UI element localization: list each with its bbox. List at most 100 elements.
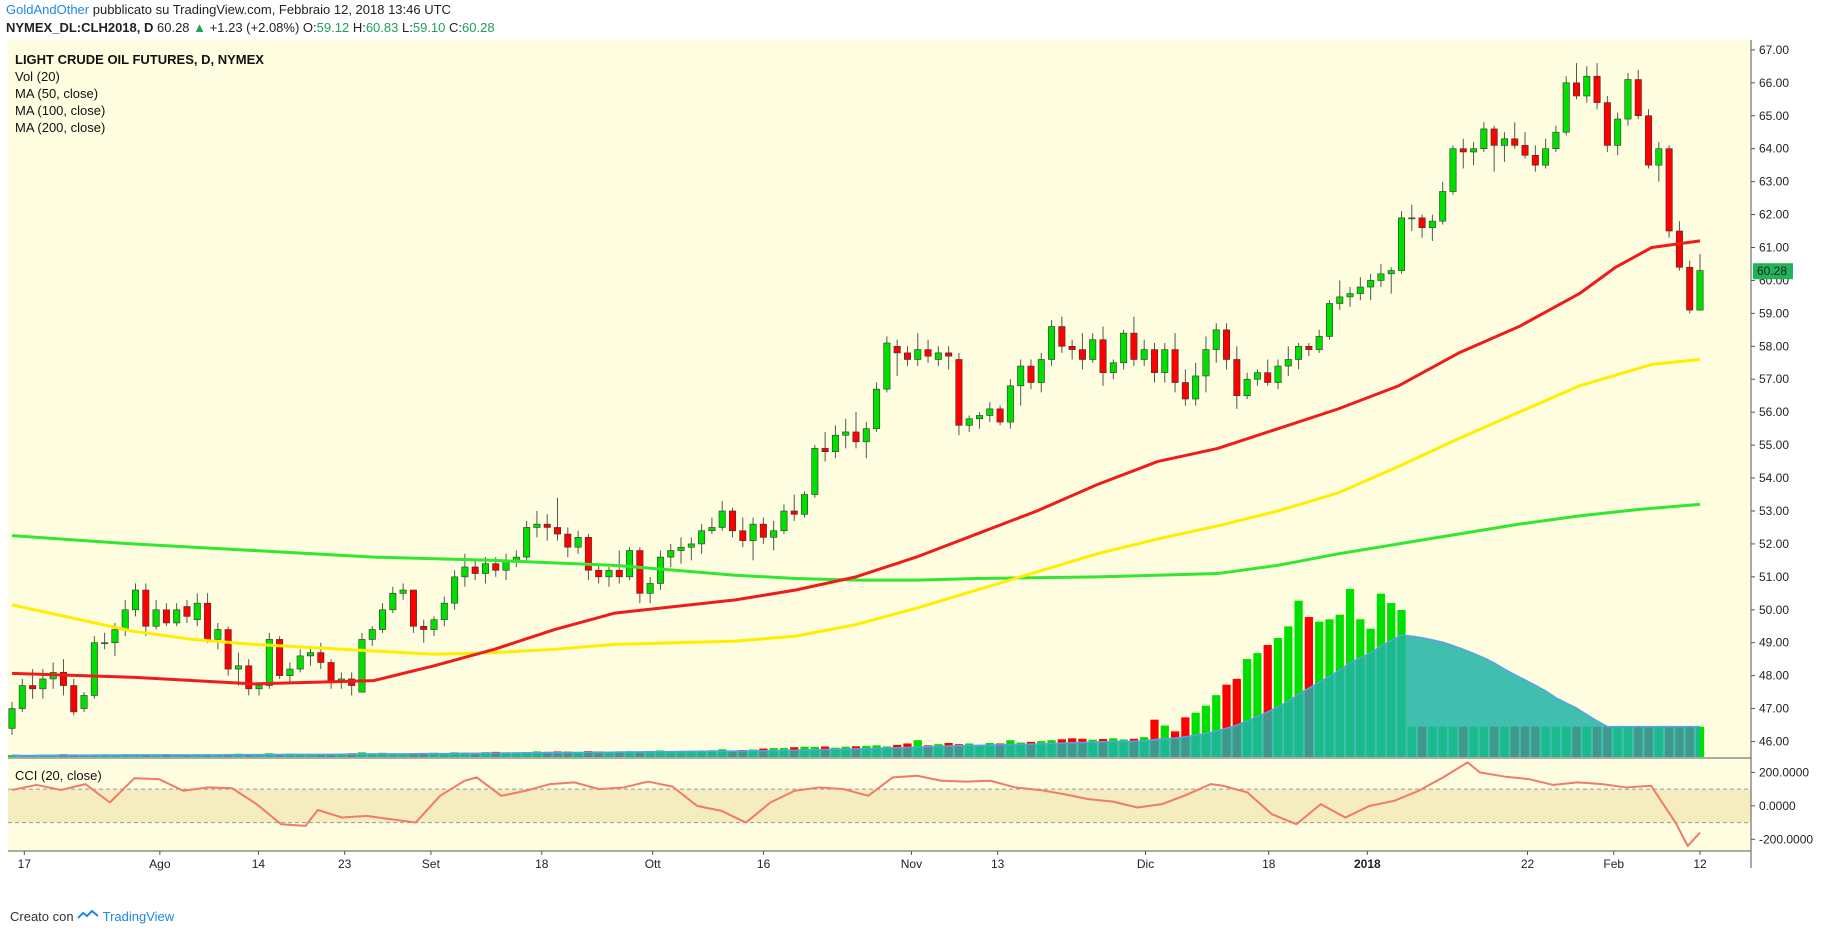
high-label: H: [352,20,366,35]
cci-axis[interactable]: 200.0000 0.0000 -200.0000 [1751,765,1813,846]
candle-body [379,609,387,630]
candle-body [1181,382,1189,400]
open-value: 59.12 [316,20,350,35]
legend-vol: Vol (20) [15,69,60,84]
candle-body [234,665,242,670]
price-change: +1.23 (+2.08%) [209,20,300,35]
candle-body [1645,115,1653,166]
candle-body [255,685,263,690]
candle-body [636,550,644,594]
volume-bar [1150,719,1159,757]
time-tick-label: 2018 [1354,857,1381,871]
candle-body [1037,359,1045,383]
published-info: pubblicato su TradingView.com, Febbraio … [92,2,451,17]
candle-body [770,530,778,538]
candle-body [1459,148,1467,153]
candle-body [1500,138,1508,146]
price-tick-label: 52.00 [1759,537,1789,551]
candle-body [955,359,963,426]
time-tick-label: 18 [1262,857,1276,871]
ma50-line [11,239,1701,686]
candle-body [1562,82,1570,133]
candle-body [214,629,222,640]
price-tick-label: 58.00 [1759,339,1789,353]
candle-body [1315,336,1323,350]
ma-layer [11,239,1701,686]
candle-body [821,448,829,452]
volume-bar [1284,626,1293,757]
cci-legend: CCI (20, close) [15,768,102,783]
time-tick-label: 13 [991,857,1005,871]
candle-body [1634,79,1642,117]
time-tick-label: Nov [901,857,922,871]
price-tick-label: 67.00 [1759,43,1789,57]
candle-body [1150,349,1158,373]
candle-body [595,569,603,578]
candle-body [1398,217,1406,271]
candle-body [976,415,984,420]
candle-body [842,431,850,436]
price-tick-label: 48.00 [1759,669,1789,683]
volume-bar [1304,617,1313,757]
candle-body [1130,332,1138,360]
candle-body [831,434,839,452]
candle-body [327,662,335,683]
candle-body [1614,118,1622,146]
candle-body [883,342,891,390]
ma200-line [11,502,1701,582]
candle-body [1521,145,1529,156]
candle-body [965,418,973,426]
time-axis[interactable]: 17 Ago 14 23 Set 18 Ott 16 Nov 13 Dic 18 2018 22 Feb 12 [18,851,1707,871]
candle-body [852,431,860,443]
candle-body [554,527,562,535]
candle-body [1480,128,1488,149]
volume-bar [1243,659,1252,757]
candle-body [687,543,695,548]
candle-body [790,510,798,515]
tradingview-link[interactable]: TradingView [102,909,175,924]
candle-body [1387,270,1395,275]
candle-body [317,652,325,663]
candle-body [564,533,572,548]
candle-body [1017,365,1025,387]
candle-body [451,576,459,604]
candle-body [245,665,253,690]
candle-body [101,642,109,645]
candle-body [739,530,747,541]
price-tick-label: 61.00 [1759,240,1789,254]
candle-body [1305,346,1313,350]
candle-body [1295,346,1303,360]
candle-body [1192,375,1200,400]
symbol-ohlc-line: NYMEX_DL:CLH2018, D 60.28 ▲ +1.23 (+2.08… [6,20,495,36]
candle-body [224,629,232,670]
last-price-tag: 60.28 [1753,263,1793,280]
candle-body [193,602,201,620]
candle-body [306,652,314,657]
candle-body [1336,296,1344,304]
candle-body [1027,365,1035,383]
candle-body [677,546,685,551]
high-value: 60.83 [365,20,399,35]
candle-body [276,639,284,676]
price-tick-label: 59.00 [1759,306,1789,320]
price-tick-label: 55.00 [1759,438,1789,452]
candle-body [1006,385,1014,423]
candle-body [1109,362,1117,373]
price-axis[interactable]: 67.0066.0065.0064.0063.0062.0061.0060.00… [1751,43,1789,749]
open-label: O: [302,20,317,35]
candle-body [1212,329,1220,350]
publisher-link[interactable]: GoldAndOther [6,2,90,17]
candle-body [1243,378,1251,397]
candle-body [801,494,809,515]
time-tick-label: 14 [252,857,266,871]
candle-body [1356,286,1364,294]
candle-body [430,619,438,630]
candle-body [162,609,170,624]
candle-body [1418,217,1426,229]
tradingview-logo-icon [77,909,102,924]
time-tick-label: 16 [757,857,771,871]
candle-body [1583,75,1591,97]
candle-body [152,609,160,627]
candle-body [1202,349,1210,377]
